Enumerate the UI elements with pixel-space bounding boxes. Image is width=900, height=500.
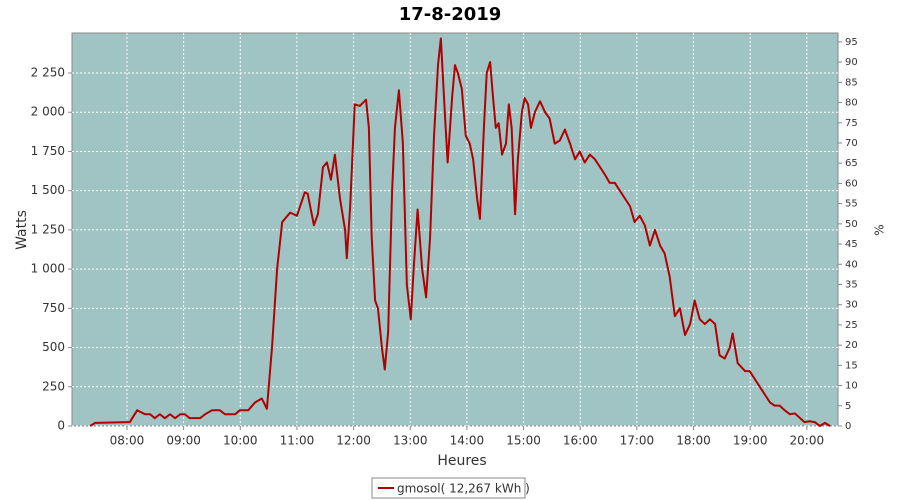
y-tick-label: 250 bbox=[42, 379, 65, 393]
y-tick-label: 1 000 bbox=[31, 262, 65, 276]
y2-tick-label: 15 bbox=[845, 360, 858, 371]
y-axis-label: Watts bbox=[14, 210, 30, 250]
x-tick-label: 09:00 bbox=[166, 434, 201, 448]
x-tick-label: 18:00 bbox=[676, 434, 711, 448]
y-tick-label: 2 250 bbox=[31, 66, 65, 80]
chart-title: 17-8-2019 bbox=[399, 4, 502, 25]
x-tick-label: 20:00 bbox=[790, 434, 825, 448]
y2-tick-label: 45 bbox=[845, 239, 858, 250]
x-tick-label: 13:00 bbox=[393, 434, 428, 448]
plot-area bbox=[71, 32, 839, 427]
y2-tick-label: 20 bbox=[845, 340, 858, 351]
y-tick-label: 750 bbox=[42, 301, 65, 315]
y2-tick-label: 5 bbox=[845, 401, 851, 412]
y-tick-label: 1 250 bbox=[31, 222, 65, 236]
x-tick-label: 10:00 bbox=[223, 434, 258, 448]
y2-tick-label: 25 bbox=[845, 320, 858, 331]
x-tick-label: 11:00 bbox=[280, 434, 315, 448]
x-tick-label: 15:00 bbox=[506, 434, 541, 448]
y2-tick-label: 75 bbox=[845, 118, 858, 129]
y-tick-label: 500 bbox=[42, 340, 65, 354]
x-tick-label: 08:00 bbox=[110, 434, 145, 448]
y2-tick-label: 70 bbox=[845, 138, 858, 149]
x-tick-label: 14:00 bbox=[450, 434, 485, 448]
y2-tick-label: 30 bbox=[845, 300, 858, 311]
y2-tick-label: 35 bbox=[845, 279, 858, 290]
y2-axis-label: % bbox=[873, 224, 887, 235]
y2-tick-label: 50 bbox=[845, 219, 858, 230]
y-tick-label: 0 bbox=[57, 419, 65, 433]
x-tick-label: 17:00 bbox=[620, 434, 655, 448]
legend: gmosol( 12,267 kWh ) bbox=[371, 477, 530, 499]
y-tick-label: 1 750 bbox=[31, 144, 65, 158]
x-tick-label: 12:00 bbox=[336, 434, 371, 448]
x-tick-label: 16:00 bbox=[563, 434, 598, 448]
y2-tick-label: 0 bbox=[845, 421, 851, 432]
y2-tick-label: 85 bbox=[845, 77, 858, 88]
x-axis-label: Heures bbox=[437, 453, 486, 469]
y2-tick-label: 95 bbox=[845, 37, 858, 48]
y2-tick-label: 90 bbox=[845, 57, 858, 68]
y2-tick-label: 55 bbox=[845, 199, 858, 210]
y2-tick-label: 40 bbox=[845, 259, 858, 270]
legend-box bbox=[371, 477, 526, 499]
y2-tick-label: 65 bbox=[845, 158, 858, 169]
y-tick-label: 1 500 bbox=[31, 183, 65, 197]
line-series bbox=[89, 37, 831, 427]
y2-tick-label: 80 bbox=[845, 98, 858, 109]
y-tick-label: 2 000 bbox=[31, 105, 65, 119]
x-tick-label: 19:00 bbox=[733, 434, 768, 448]
legend-label: gmosol( 12,267 kWh ) bbox=[397, 482, 530, 496]
y2-tick-label: 60 bbox=[845, 178, 858, 189]
y2-tick-label: 10 bbox=[845, 381, 858, 392]
